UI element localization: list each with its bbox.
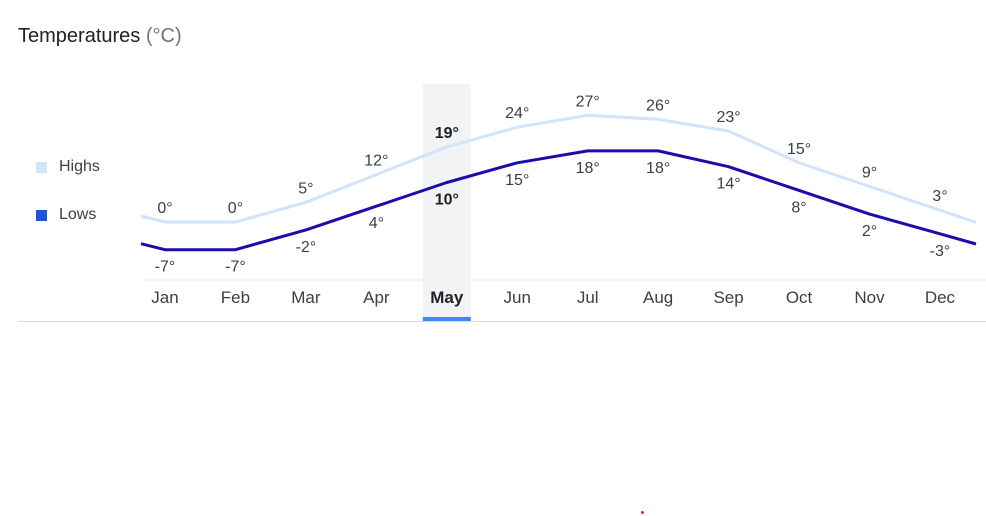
month-label-sep[interactable]: Sep (713, 288, 743, 307)
lows-data-label: 10° (435, 192, 459, 209)
lows-data-label: 4° (369, 215, 384, 232)
lows-data-label: 18° (576, 160, 600, 177)
lows-data-label: -7° (225, 259, 246, 276)
highs-data-label: 27° (576, 93, 600, 110)
highs-data-label: 26° (646, 97, 670, 114)
highs-data-label: 23° (716, 109, 740, 126)
month-label-oct[interactable]: Oct (786, 288, 813, 307)
month-label-may[interactable]: May (430, 288, 464, 307)
chart-divider (18, 321, 986, 322)
highs-data-label: 19° (435, 125, 459, 142)
lows-data-label: 14° (716, 176, 740, 193)
highs-data-label: 3° (932, 188, 947, 205)
legend-item-lows: Lows (36, 206, 96, 224)
legend-swatch-highs (36, 161, 47, 173)
lows-data-label: -3° (930, 243, 951, 260)
lows-data-label: 8° (791, 199, 806, 216)
highs-data-label: 5° (298, 180, 313, 197)
month-label-mar[interactable]: Mar (291, 288, 321, 307)
lows-data-label: 2° (862, 223, 877, 240)
month-label-apr[interactable]: Apr (363, 288, 390, 307)
highs-data-label: 0° (157, 200, 172, 217)
chart-title: Temperatures (°C) (18, 24, 182, 48)
highs-data-label: 9° (862, 164, 877, 181)
lows-data-label: 18° (646, 160, 670, 177)
highs-data-label: 24° (505, 105, 529, 122)
stray-dot (641, 511, 644, 514)
month-label-jun[interactable]: Jun (504, 288, 531, 307)
month-label-aug[interactable]: Aug (643, 288, 673, 307)
month-label-feb[interactable]: Feb (221, 288, 250, 307)
lows-data-label: -7° (155, 259, 176, 276)
month-label-jul[interactable]: Jul (577, 288, 599, 307)
highs-data-label: 15° (787, 141, 811, 158)
highs-data-label: 12° (364, 153, 388, 170)
temperature-chart: 0° -7° 0° -7° 5° -2° 12° 4° 19° 10° 24° 15° 27° 18° 26… (140, 84, 986, 321)
month-label-dec[interactable]: Dec (925, 288, 956, 307)
selected-month-underline (422, 317, 471, 321)
lows-data-label: -2° (296, 239, 317, 256)
legend-swatch-lows (36, 209, 47, 221)
month-label-jan[interactable]: Jan (151, 288, 178, 307)
highs-series-line (140, 113, 977, 224)
lows-series-line (140, 149, 977, 252)
legend-item-highs: Highs (36, 158, 100, 176)
month-label-nov[interactable]: Nov (854, 288, 885, 307)
legend-label-highs: Highs (59, 158, 100, 175)
highs-data-label: 0° (228, 200, 243, 217)
chart-title-text: Temperatures (18, 25, 141, 47)
chart-title-unit: (°C) (145, 25, 182, 47)
lows-data-label: 15° (505, 172, 529, 189)
legend-label-lows: Lows (59, 206, 97, 223)
selected-month-band (422, 84, 471, 320)
